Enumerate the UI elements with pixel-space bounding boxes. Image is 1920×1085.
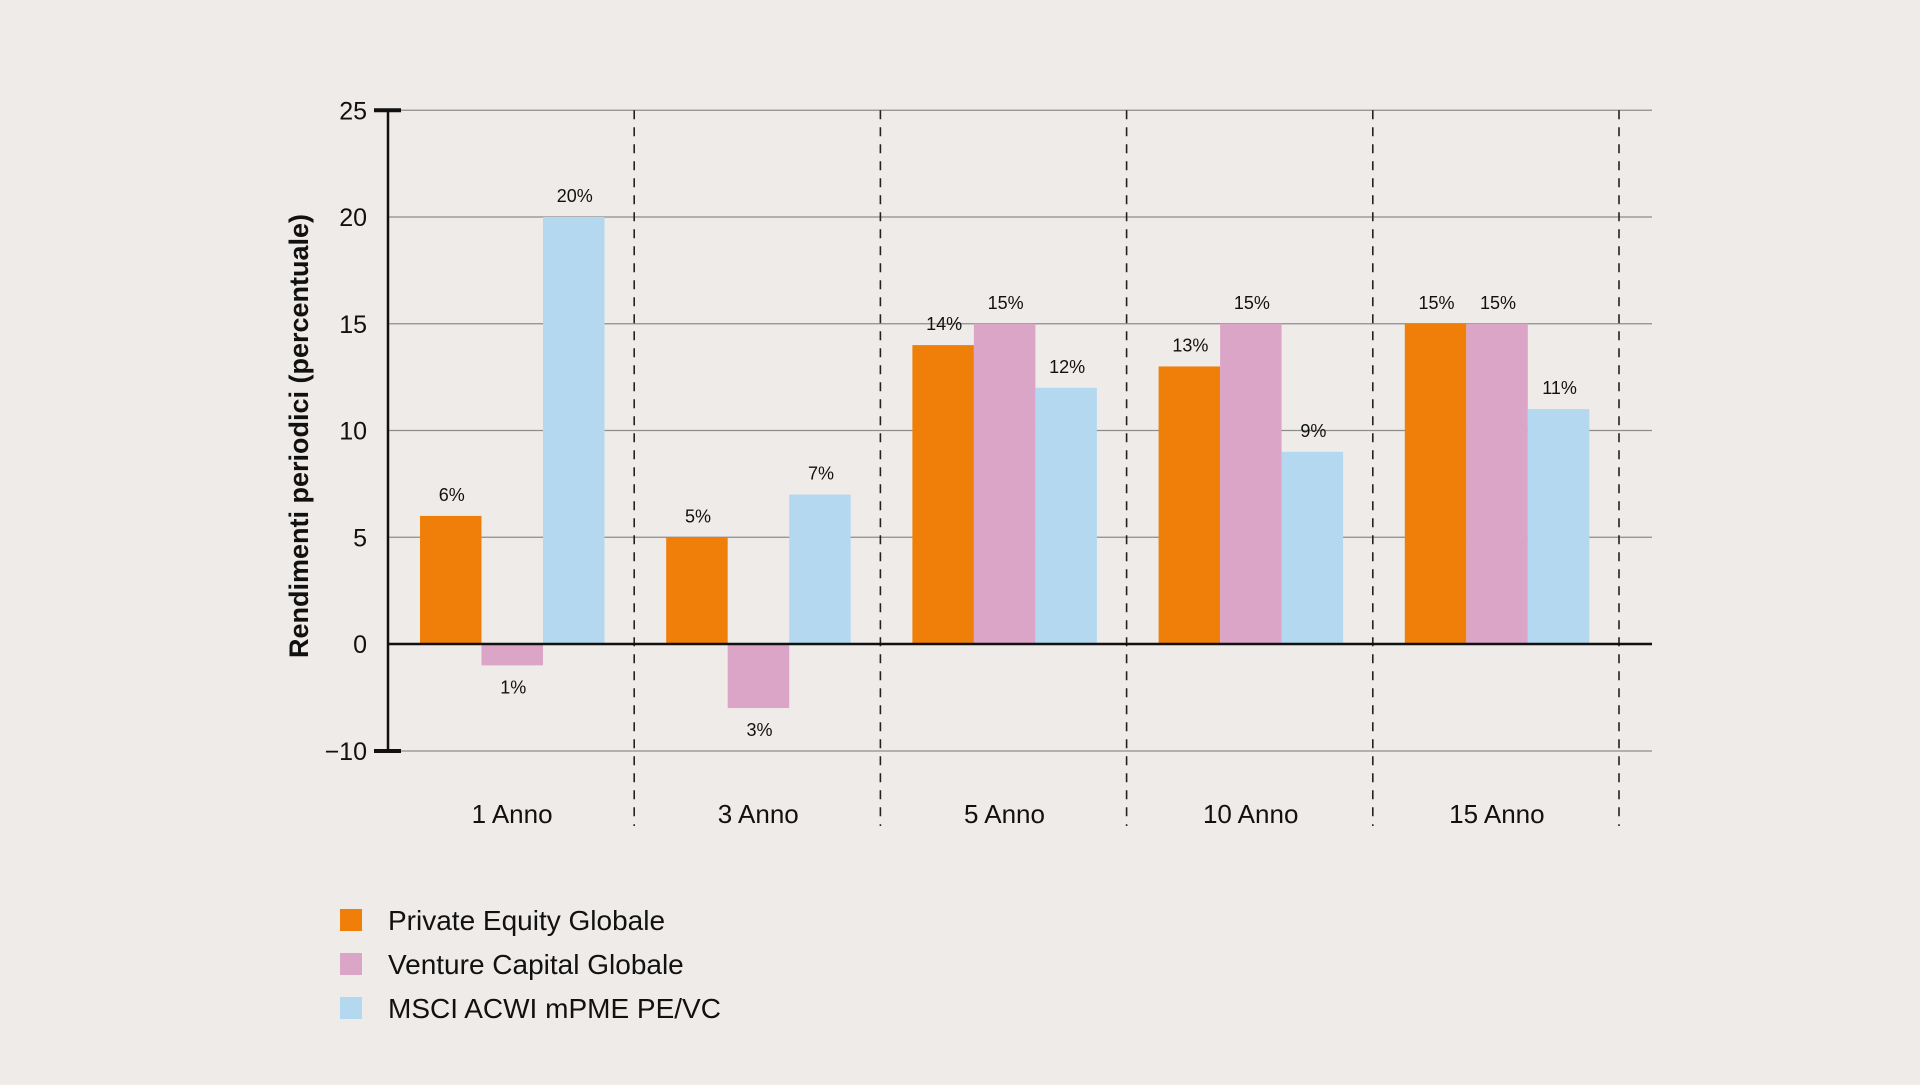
data-label: 15% — [1419, 293, 1455, 313]
bars-layer — [420, 217, 1590, 709]
x-tick-label: 1 Anno — [472, 799, 553, 829]
data-label: 15% — [1234, 293, 1270, 313]
bar — [1281, 451, 1344, 644]
y-tick-label: 25 — [339, 97, 367, 125]
y-tick-label: 20 — [339, 204, 367, 232]
bar — [789, 494, 851, 644]
data-label: 11% — [1542, 378, 1577, 398]
bar — [1158, 366, 1221, 644]
x-tick-label: 15 Anno — [1449, 799, 1544, 829]
data-label: 7% — [808, 464, 834, 484]
x-tick-label: 5 Anno — [964, 799, 1045, 829]
axis-layer — [374, 108, 1652, 753]
data-label: 14% — [926, 314, 962, 334]
y-tick-label: −10 — [325, 738, 367, 766]
data-label: 13% — [1172, 335, 1208, 355]
data-label: 9% — [1300, 421, 1326, 441]
bar — [1035, 387, 1097, 644]
x-tick-label: 10 Anno — [1203, 799, 1298, 829]
bar — [420, 515, 482, 644]
data-label: 3% — [746, 720, 772, 740]
bar — [973, 323, 1036, 644]
bar — [1220, 323, 1282, 644]
legend: Private Equity Globale Venture Capital Gl… — [340, 905, 721, 1024]
legend-swatch — [340, 909, 362, 931]
x-tick-label: 3 Anno — [718, 799, 799, 829]
data-label: 15% — [988, 293, 1024, 313]
legend-label: MSCI ACWI mPME PE/VC — [388, 993, 721, 1024]
data-label: 6% — [439, 485, 465, 505]
y-tick-label: 5 — [353, 524, 367, 552]
data-label: 1% — [500, 677, 526, 697]
bar — [1527, 409, 1590, 644]
data-label: 20% — [557, 186, 593, 206]
bar — [1404, 323, 1467, 644]
data-label: 15% — [1480, 293, 1516, 313]
data-label: 12% — [1049, 357, 1085, 377]
legend-swatch — [340, 953, 362, 975]
legend-label: Private Equity Globale — [388, 905, 665, 936]
y-tick-label: 15 — [339, 311, 367, 339]
labels-layer: 25 20 15 10 5 0 −10 6% 1% 20% 1 Anno 5% 3% 7% 3 Anno 14… — [325, 97, 1577, 829]
bar — [543, 217, 605, 644]
bar — [1466, 323, 1528, 644]
legend-label: Venture Capital Globale — [388, 949, 684, 980]
bar — [727, 644, 790, 709]
bar — [912, 345, 974, 644]
y-axis-title: Rendimenti periodici (percentuale) — [284, 214, 314, 658]
bar — [481, 644, 543, 666]
y-tick-label: 10 — [339, 418, 367, 446]
bar — [666, 537, 728, 644]
y-tick-label: 0 — [353, 631, 367, 659]
data-label: 5% — [685, 506, 711, 526]
legend-swatch — [340, 997, 362, 1019]
